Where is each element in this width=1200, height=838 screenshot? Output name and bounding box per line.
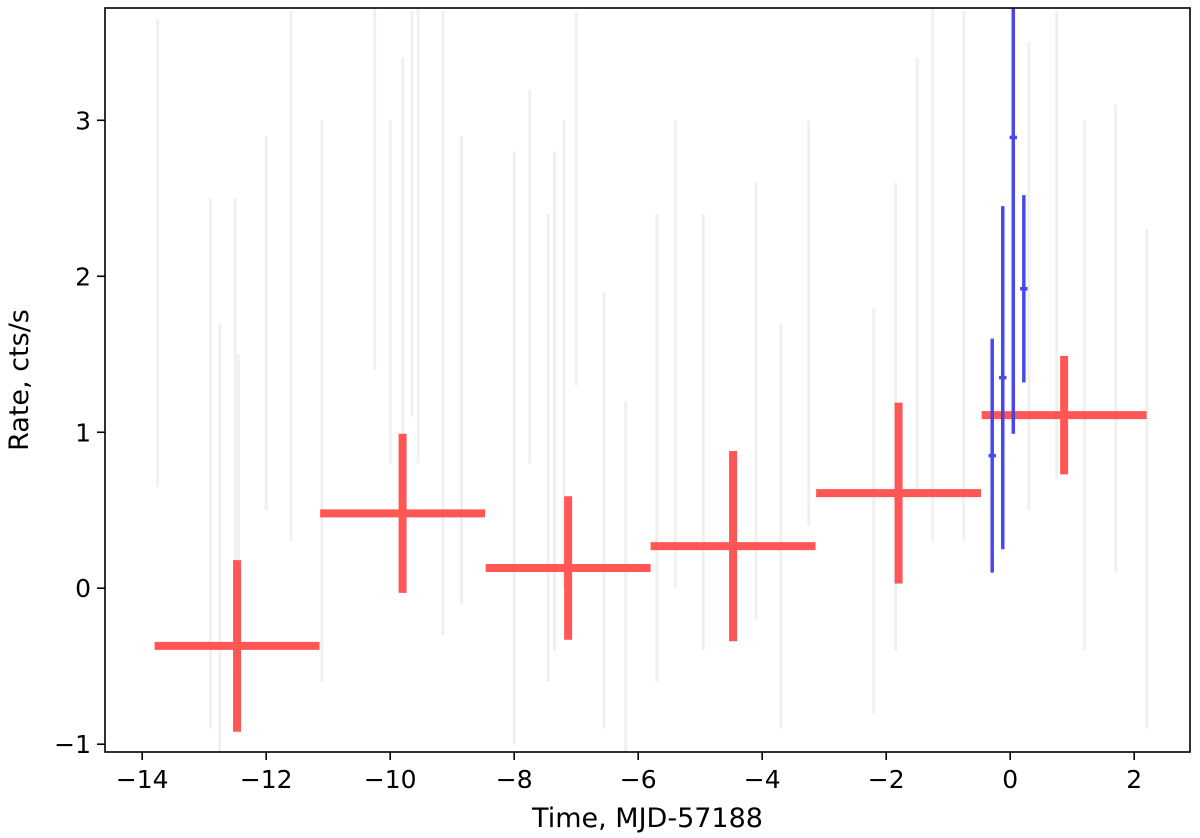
x-tick-label: −12 — [240, 765, 293, 794]
data-point-errorbar — [981, 355, 1147, 475]
x-tick-label: −4 — [744, 765, 781, 794]
data-point-errorbar — [320, 433, 486, 593]
y-axis-label: Rate, cts/s — [4, 309, 35, 451]
data-point-errorbar — [485, 496, 651, 640]
x-tick-label: −2 — [868, 765, 905, 794]
y-tick-label: 3 — [75, 106, 91, 135]
y-tick-label: −1 — [54, 730, 91, 759]
data-point-errorbar — [988, 338, 996, 573]
x-axis-label: Time, MJD-57188 — [531, 803, 763, 834]
data-point-errorbar — [650, 450, 816, 642]
data-point-errorbar — [999, 206, 1007, 550]
x-tick-label: −6 — [620, 765, 657, 794]
data-point-errorbar — [154, 560, 320, 732]
y-tick-label: 0 — [75, 574, 91, 603]
x-tick-label: 2 — [1126, 765, 1142, 794]
x-tick-label: −14 — [116, 765, 169, 794]
data-point-errorbar — [1020, 195, 1028, 383]
background-points-layer — [156, 8, 1149, 752]
x-tick-label: 0 — [1002, 765, 1018, 794]
y-tick-label: 1 — [75, 418, 91, 447]
plot-frame — [104, 7, 1191, 753]
data-points-layer — [154, 8, 1147, 732]
x-axis-ticks: −14 −12 −10 −8 −6 −4 −2 0 2 — [116, 752, 1142, 794]
x-tick-label: −8 — [496, 765, 533, 794]
y-tick-label: 2 — [75, 262, 91, 291]
data-point-errorbar — [816, 402, 982, 584]
y-axis-ticks: −1 0 1 2 3 — [54, 106, 105, 759]
x-tick-label: −10 — [364, 765, 417, 794]
data-point-errorbar — [1009, 8, 1018, 434]
